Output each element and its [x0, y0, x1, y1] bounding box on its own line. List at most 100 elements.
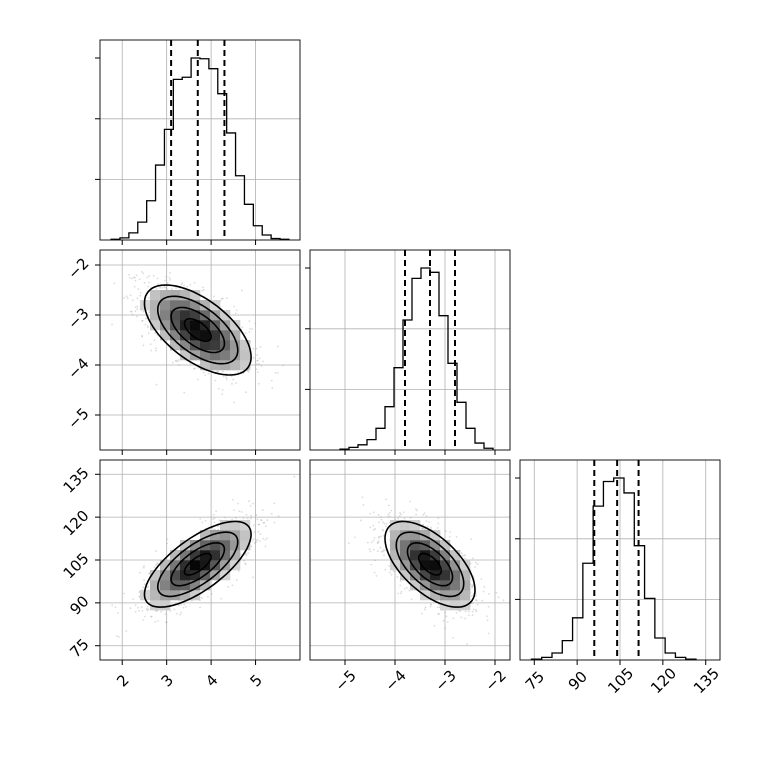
- sample-point: [396, 576, 399, 578]
- sample-point: [236, 502, 239, 505]
- sample-point: [155, 609, 158, 612]
- sample-point: [181, 282, 184, 284]
- sample-point: [460, 616, 463, 619]
- sample-point: [139, 291, 142, 294]
- sample-point: [155, 550, 157, 553]
- contour-1: [406, 542, 454, 587]
- sample-point: [433, 624, 436, 627]
- sample-point: [169, 278, 172, 281]
- sample-point: [266, 537, 268, 540]
- sample-point: [415, 508, 417, 510]
- sample-point: [252, 502, 255, 505]
- contour-3: [384, 520, 476, 608]
- contour-0: [418, 552, 442, 576]
- panel-frame: [99, 249, 301, 451]
- sample-point: [246, 517, 249, 520]
- histogram-0: [110, 57, 290, 240]
- density-cell: [150, 590, 161, 601]
- hist-panel-2: [515, 459, 721, 661]
- sample-point: [382, 548, 385, 551]
- density-cell: [410, 570, 421, 581]
- sample-point: [236, 371, 239, 374]
- sample-point: [256, 518, 259, 521]
- sample-point: [347, 542, 350, 545]
- sample-point: [461, 554, 464, 557]
- sample-point: [471, 584, 474, 587]
- sample-point: [259, 519, 262, 521]
- sample-point: [145, 608, 148, 610]
- sample-point: [176, 612, 178, 615]
- sample-point: [142, 586, 145, 589]
- density-cell: [200, 560, 211, 571]
- sample-point: [271, 387, 274, 390]
- sample-point: [133, 285, 136, 288]
- sample-point: [273, 521, 276, 524]
- sample-point: [116, 634, 118, 637]
- density-cell: [450, 570, 461, 581]
- sample-point: [250, 545, 253, 548]
- sample-point: [261, 509, 264, 511]
- sample-point: [249, 327, 252, 330]
- sample-point: [157, 620, 159, 622]
- sample-point: [463, 554, 466, 557]
- density-cell: [430, 550, 441, 561]
- density-cell: [400, 570, 411, 581]
- x-tick-label: −5: [332, 667, 360, 695]
- sample-point: [376, 550, 379, 553]
- density-cell: [180, 340, 191, 351]
- density-cell: [220, 550, 231, 561]
- sample-point: [380, 518, 383, 521]
- sample-point: [388, 515, 391, 518]
- sample-point: [421, 527, 424, 530]
- sample-point: [475, 561, 477, 564]
- sample-point: [483, 586, 486, 588]
- density-cell: [170, 570, 181, 581]
- sample-point: [423, 512, 426, 515]
- sample-point: [425, 515, 428, 517]
- panel-background: [310, 250, 510, 450]
- sample-point: [177, 359, 180, 362]
- sample-point: [156, 277, 159, 280]
- sample-point: [471, 610, 474, 613]
- density-cell: [170, 320, 181, 331]
- density-cell: [400, 560, 411, 571]
- sample-point: [455, 611, 458, 614]
- density-cell: [170, 310, 181, 321]
- sample-point: [387, 515, 389, 518]
- sample-point: [154, 620, 157, 623]
- density-cell: [440, 560, 451, 571]
- sample-point: [144, 323, 147, 326]
- sample-point: [409, 500, 411, 503]
- sample-point: [428, 521, 430, 524]
- sample-point: [233, 509, 235, 512]
- sample-point: [399, 584, 402, 587]
- density-cell: [460, 580, 471, 591]
- sample-point: [150, 349, 153, 352]
- density-cell: [190, 590, 201, 601]
- sample-point: [148, 310, 151, 313]
- sample-point: [132, 598, 135, 601]
- density-cell: [420, 530, 431, 541]
- sample-point: [169, 609, 172, 612]
- sample-point: [399, 512, 401, 514]
- sample-point: [173, 608, 176, 611]
- density-cell: [450, 600, 461, 611]
- sample-point: [472, 575, 475, 578]
- sample-point: [429, 605, 432, 608]
- sample-point: [218, 519, 221, 522]
- sample-point: [359, 519, 362, 522]
- sample-point: [426, 525, 429, 528]
- sample-point: [128, 277, 131, 279]
- sample-point: [372, 548, 375, 551]
- sample-point: [113, 282, 116, 285]
- sample-point: [464, 610, 467, 613]
- density-cell: [230, 350, 241, 361]
- sample-point: [141, 334, 144, 337]
- sample-point: [125, 630, 128, 632]
- sample-point: [252, 538, 255, 540]
- density-cell: [150, 290, 161, 301]
- sample-point: [472, 608, 475, 611]
- density-cell: [150, 320, 161, 331]
- x-tick-label: 105: [604, 664, 637, 697]
- density-cell: [170, 560, 181, 571]
